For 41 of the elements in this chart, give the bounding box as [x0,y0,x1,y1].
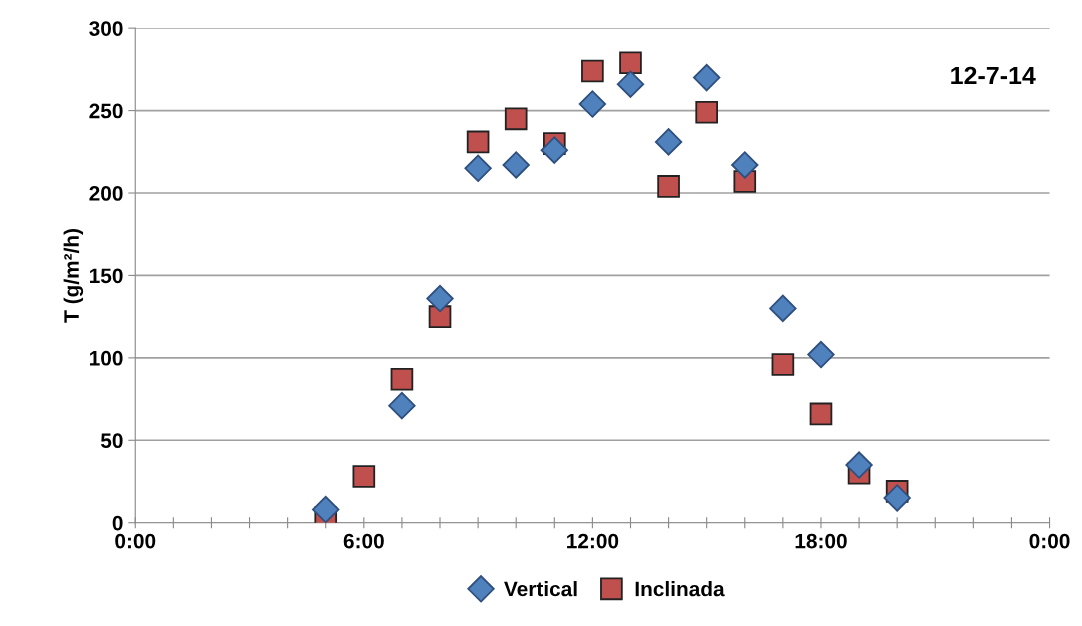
point [581,59,604,83]
y-axis-title: T (g/m²/h) [63,229,84,323]
y-tick-label: 200 [89,186,123,201]
point [619,51,642,75]
x-tick-label: 0:00 [1029,533,1070,549]
point [616,70,645,98]
point [731,151,759,179]
point [464,154,492,182]
point [578,90,607,118]
point [502,151,530,179]
point [390,367,414,391]
point [771,353,795,376]
legend-label: Inclinada [635,581,725,597]
point [352,465,376,488]
point [426,284,454,313]
point [504,107,528,131]
point [388,391,416,420]
point [883,484,911,512]
legend-label: Vertical [504,581,577,597]
x-tick-label: 12:00 [567,533,619,549]
y-tick-label: 100 [90,350,123,366]
point [693,63,721,92]
point [695,100,719,124]
point [540,136,568,164]
point [312,495,340,523]
point [657,175,680,198]
annotation: 12-7-14 [951,66,1036,85]
x-tick-label: 0:00 [115,533,156,549]
point [845,451,873,479]
y-tick-label: 250 [89,103,123,119]
y-tick-label: 300 [89,21,123,36]
y-tick-label: 50 [100,433,123,449]
x-tick-label: 6:00 [343,533,384,549]
y-tick-label: 150 [90,268,123,284]
point [654,128,683,156]
point [807,340,835,369]
x-tick-label: 18:00 [795,533,847,549]
y-tick-label: 0 [112,515,123,531]
point [769,294,797,323]
point [466,130,490,154]
point [809,402,833,426]
